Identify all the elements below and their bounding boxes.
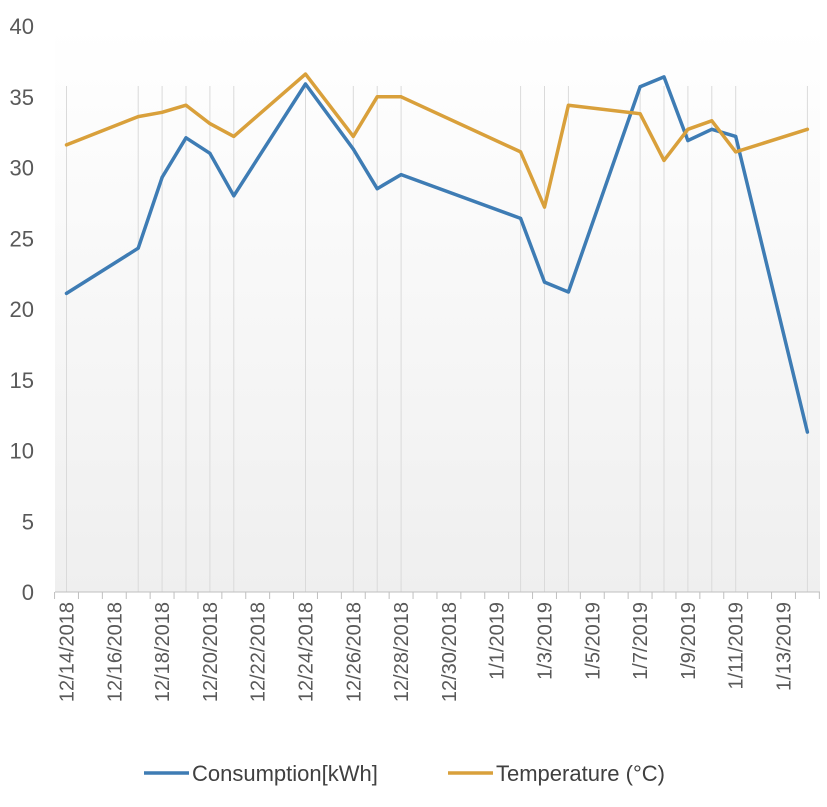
- data-point: [65, 143, 68, 147]
- data-point: [232, 194, 236, 198]
- data-point: [686, 127, 690, 131]
- x-tick-label: 1/11/2019: [726, 602, 748, 690]
- x-tick-label: 12/14/2018: [57, 602, 79, 702]
- x-tick-label: 1/3/2019: [535, 602, 557, 680]
- x-tick-label: 12/16/2018: [104, 602, 126, 702]
- data-point: [399, 95, 403, 99]
- data-point: [662, 75, 666, 79]
- legend-label: Temperature (°C): [496, 761, 665, 786]
- y-tick-label: 20: [10, 297, 34, 322]
- x-tick-label: 12/18/2018: [152, 602, 174, 702]
- data-point: [566, 290, 570, 294]
- data-point: [399, 173, 403, 177]
- x-tick-label: 1/5/2019: [582, 602, 604, 680]
- data-point: [710, 127, 714, 131]
- data-point: [734, 134, 738, 138]
- y-tick-label: 40: [10, 14, 34, 39]
- x-tick-label: 1/9/2019: [678, 602, 700, 680]
- y-tick-label: 0: [22, 580, 34, 605]
- x-tick-label: 12/28/2018: [391, 602, 413, 702]
- x-tick-label: 12/22/2018: [248, 602, 270, 702]
- x-tick-label: 12/24/2018: [296, 602, 318, 702]
- x-tick-label: 12/20/2018: [200, 602, 222, 702]
- data-point: [160, 175, 164, 179]
- data-point: [351, 134, 355, 138]
- data-point: [662, 158, 666, 162]
- data-point: [160, 110, 164, 114]
- y-tick-label: 15: [10, 368, 34, 393]
- data-point: [136, 115, 140, 119]
- data-point: [304, 72, 307, 76]
- data-point: [638, 112, 642, 116]
- y-tick-label: 5: [22, 509, 34, 534]
- plot-area-background: [55, 26, 820, 592]
- y-tick-label: 25: [10, 226, 34, 251]
- data-point: [519, 216, 523, 220]
- data-point: [65, 291, 68, 295]
- data-point: [208, 122, 212, 126]
- y-tick-label: 35: [10, 85, 34, 110]
- data-point: [519, 150, 523, 154]
- data-point: [208, 151, 212, 155]
- x-tick-label: 12/26/2018: [343, 602, 365, 702]
- x-tick-label: 1/1/2019: [487, 602, 509, 680]
- data-point: [543, 280, 546, 284]
- y-tick-label: 10: [10, 439, 34, 464]
- data-point: [232, 134, 236, 138]
- data-point: [351, 147, 355, 151]
- data-point: [805, 127, 809, 131]
- data-point: [375, 187, 379, 191]
- data-point: [638, 85, 642, 89]
- data-point: [710, 119, 714, 123]
- data-point: [375, 95, 379, 99]
- data-point: [566, 103, 570, 107]
- data-point: [184, 136, 188, 140]
- legend-label: Consumption[kWh]: [192, 761, 378, 786]
- data-point: [184, 103, 188, 107]
- data-point: [136, 246, 140, 250]
- data-point: [686, 139, 690, 143]
- x-tick-label: 1/13/2019: [774, 602, 796, 691]
- x-tick-label: 1/7/2019: [630, 602, 652, 680]
- x-tick-label: 12/30/2018: [439, 602, 461, 702]
- data-point: [543, 205, 546, 209]
- y-tick-label: 30: [10, 156, 34, 181]
- data-point: [805, 430, 809, 434]
- data-point: [734, 150, 738, 154]
- data-point: [304, 82, 307, 86]
